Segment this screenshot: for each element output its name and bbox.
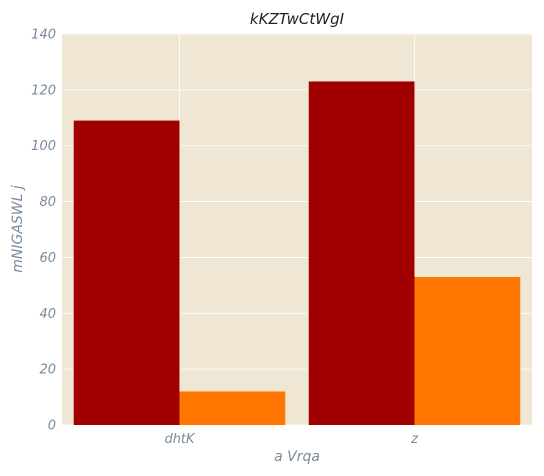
x-tick-label: z (410, 432, 419, 447)
y-tick-label: 120 (31, 83, 56, 98)
y-tick-label: 20 (39, 363, 56, 378)
y-tick-labels: 0 20 40 60 80 100 120 140 (31, 28, 56, 434)
bar-series-0-z (308, 81, 415, 425)
x-axis-label: a Vrqa (274, 449, 320, 465)
y-tick-label: 40 (39, 307, 56, 322)
y-tick-label: 0 (48, 419, 56, 434)
bar-series-1-dhtK (179, 391, 286, 425)
y-tick-label: 100 (31, 139, 56, 154)
x-tick-labels: dhtK z (164, 432, 419, 447)
bar-series-0-dhtK (73, 120, 180, 425)
y-tick-label: 80 (39, 195, 56, 210)
bar-series-1-z (414, 276, 521, 425)
x-tick-label: dhtK (164, 432, 196, 447)
y-axis-label: mNIGASWL j (10, 185, 26, 273)
y-tick-label: 140 (31, 28, 56, 43)
chart-title: kKZTwCtWgI (250, 10, 345, 28)
y-tick-label: 60 (39, 251, 56, 266)
bars (73, 81, 521, 425)
